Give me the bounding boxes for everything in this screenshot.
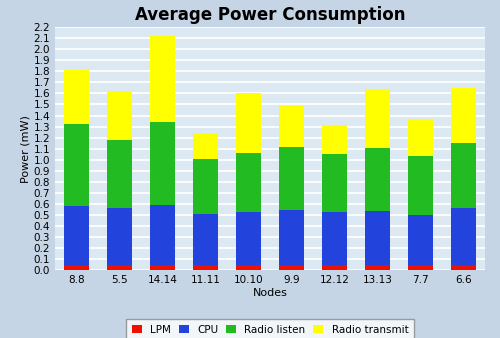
Bar [450, 88, 476, 143]
Bar [150, 265, 176, 270]
Bar [192, 265, 218, 270]
Bar [106, 209, 132, 265]
Bar [364, 89, 390, 148]
Bar [450, 265, 476, 270]
Bar [278, 105, 304, 146]
Bar [106, 91, 132, 140]
Bar [364, 265, 390, 270]
Bar [322, 154, 347, 212]
Bar [450, 143, 476, 209]
Bar [192, 133, 218, 159]
Y-axis label: Power (mW): Power (mW) [20, 115, 30, 183]
Bar [236, 93, 262, 153]
Bar [192, 159, 218, 214]
Bar [408, 119, 434, 156]
Bar [64, 206, 90, 265]
X-axis label: Nodes: Nodes [252, 288, 288, 298]
Bar [322, 125, 347, 154]
Bar [150, 122, 176, 205]
Bar [192, 214, 218, 265]
Bar [408, 156, 434, 215]
Bar [106, 140, 132, 209]
Title: Average Power Consumption: Average Power Consumption [135, 6, 405, 24]
Bar [278, 210, 304, 265]
Bar [64, 124, 90, 206]
Bar [150, 205, 176, 265]
Bar [322, 265, 347, 270]
Bar [408, 265, 434, 270]
Bar [236, 153, 262, 212]
Bar [364, 148, 390, 211]
Bar [150, 36, 176, 122]
Bar [364, 211, 390, 265]
Bar [408, 215, 434, 265]
Bar [450, 209, 476, 265]
Legend: LPM, CPU, Radio listen, Radio transmit: LPM, CPU, Radio listen, Radio transmit [126, 319, 414, 338]
Bar [64, 70, 90, 124]
Bar [278, 265, 304, 270]
Bar [106, 265, 132, 270]
Bar [236, 265, 262, 270]
Bar [322, 212, 347, 265]
Bar [64, 265, 90, 270]
Bar [278, 146, 304, 210]
Bar [236, 212, 262, 265]
